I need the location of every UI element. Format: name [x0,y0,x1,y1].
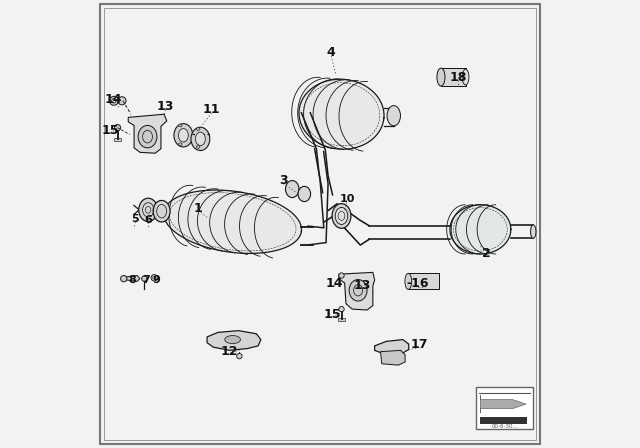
Ellipse shape [153,200,170,222]
Polygon shape [380,350,405,365]
Ellipse shape [285,181,299,198]
Text: 14: 14 [104,93,122,106]
Ellipse shape [141,276,147,281]
Text: 6: 6 [144,215,152,224]
Ellipse shape [339,273,344,278]
Ellipse shape [335,207,348,224]
Ellipse shape [437,68,445,86]
Ellipse shape [138,125,157,148]
Polygon shape [339,272,374,310]
Text: 17: 17 [411,337,428,351]
Polygon shape [127,276,140,281]
Ellipse shape [174,124,193,147]
Text: 5: 5 [132,214,140,224]
Text: 9: 9 [152,275,161,285]
Ellipse shape [179,124,182,127]
Bar [476,387,533,429]
Ellipse shape [237,353,242,359]
Bar [338,318,345,321]
Text: 8: 8 [129,275,136,285]
Text: 13: 13 [157,100,174,113]
Bar [114,138,121,141]
Ellipse shape [121,276,127,282]
Text: 13: 13 [354,279,371,293]
Text: 14: 14 [326,276,343,290]
Bar [408,273,439,289]
Ellipse shape [339,306,344,312]
Ellipse shape [405,273,412,289]
Ellipse shape [531,225,536,238]
Ellipse shape [298,186,310,202]
Ellipse shape [332,203,351,228]
Ellipse shape [115,125,121,131]
Polygon shape [450,205,511,254]
Text: 12: 12 [221,345,238,358]
Ellipse shape [195,132,205,146]
Polygon shape [481,395,526,413]
Text: 3: 3 [279,173,287,187]
Ellipse shape [462,69,469,85]
Text: 18: 18 [449,70,467,84]
Text: 00-6-30...: 00-6-30... [492,424,518,430]
Text: 4: 4 [327,46,335,60]
Ellipse shape [139,198,157,221]
Text: 2: 2 [483,246,491,260]
Text: 10: 10 [339,194,355,204]
Text: 1: 1 [194,202,202,215]
Polygon shape [374,340,409,355]
Text: 15: 15 [324,308,341,321]
Text: 11: 11 [203,103,220,116]
Bar [481,417,527,424]
Ellipse shape [387,106,401,126]
Ellipse shape [349,280,367,301]
Polygon shape [207,331,261,350]
Bar [441,68,466,86]
Ellipse shape [179,129,188,142]
Ellipse shape [191,127,210,151]
Ellipse shape [179,143,182,146]
Ellipse shape [109,96,118,105]
Text: 15: 15 [102,124,119,138]
Text: -16: -16 [406,276,429,290]
Ellipse shape [118,97,126,105]
Ellipse shape [196,128,200,130]
Ellipse shape [196,146,200,148]
Ellipse shape [225,336,241,344]
Text: 7: 7 [142,275,150,285]
Polygon shape [128,114,167,153]
Polygon shape [164,190,301,254]
Polygon shape [299,79,384,149]
